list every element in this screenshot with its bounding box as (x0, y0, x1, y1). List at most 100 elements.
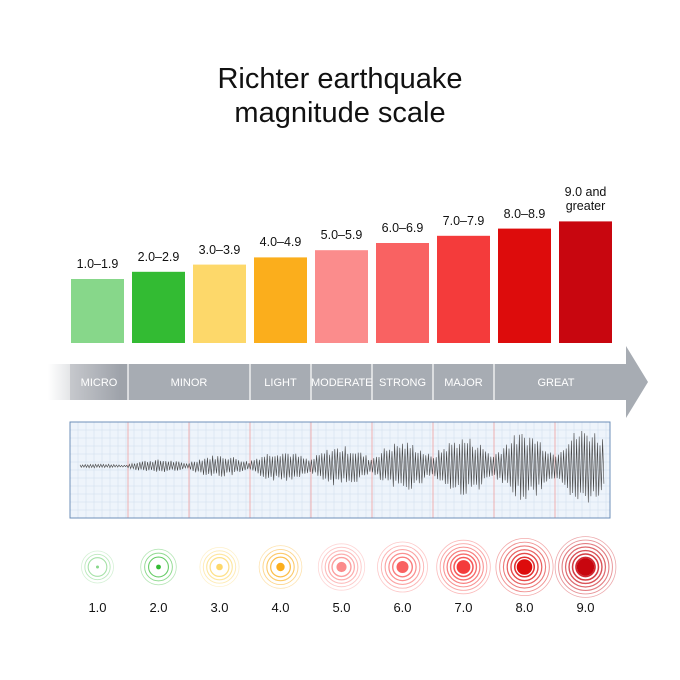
intensity-rings-9 (554, 536, 617, 598)
intensity-ring (571, 553, 600, 581)
magnitude-bar-9 (559, 221, 612, 343)
seismograph-frame (69, 421, 611, 519)
magnitude-label-6: 6.0 (393, 600, 412, 615)
magnitude-label-9: 9.0 (576, 600, 595, 615)
epicenter-dot (576, 558, 595, 576)
category-label-minor: MINOR (170, 377, 208, 389)
intensity-ring (568, 549, 603, 585)
epicenter-dot (336, 561, 347, 573)
epicenter-dot (456, 560, 471, 574)
magnitude-bar-6 (376, 243, 429, 343)
intensity-rings-7 (436, 539, 491, 595)
intensity-rings-5 (317, 543, 366, 591)
intensity-ring (209, 556, 230, 578)
epicenter-dot (516, 559, 533, 575)
intensity-ring (392, 556, 414, 578)
category-label-moderate: MODERATE (311, 377, 373, 389)
intensity-ring (199, 547, 240, 588)
intensity-ring (206, 553, 233, 581)
magnitude-bar-4 (254, 257, 307, 343)
intensity-ring (148, 556, 169, 578)
range-label-3: 3.0–3.9 (198, 242, 241, 257)
intensity-rings-2 (140, 548, 177, 586)
epicenter-dot (96, 565, 99, 569)
intensity-ring (453, 556, 474, 578)
range-label-6: 6.0–6.9 (381, 221, 424, 235)
epicenter-dot (216, 563, 223, 571)
intensity-ring (144, 552, 173, 582)
magnitude-label-8: 8.0 (515, 600, 534, 615)
epicenter-dot (156, 564, 161, 570)
intensity-ring (449, 553, 478, 581)
category-label-light: LIGHT (264, 377, 297, 389)
intensity-rings-1 (81, 550, 114, 584)
magnitude-label-3: 3.0 (210, 600, 229, 615)
range-label-5: 5.0–5.9 (320, 228, 363, 243)
magnitude-bar-8 (498, 228, 551, 343)
intensity-ring (436, 539, 491, 595)
range-label-2: 2.0–2.9 (137, 249, 180, 264)
intensity-ring (331, 556, 352, 578)
intensity-rings-4 (258, 545, 303, 589)
category-label-major: MAJOR (444, 377, 483, 389)
magnitude-bar-2 (132, 271, 185, 343)
scale-arrow (48, 346, 648, 418)
magnitude-label-7: 7.0 (454, 600, 473, 615)
magnitude-bar-7 (437, 235, 490, 343)
intensity-ring (380, 545, 425, 589)
intensity-ring (384, 549, 421, 585)
intensity-ring (575, 556, 596, 578)
intensity-ring (554, 536, 617, 598)
intensity-rings-6 (377, 541, 428, 593)
intensity-ring (495, 538, 554, 597)
intensity-ring (84, 553, 111, 581)
seismic-wave (79, 430, 605, 503)
magnitude-label-2: 2.0 (149, 600, 168, 615)
intensity-ring (327, 553, 356, 581)
range-label-4: 4.0–4.9 (259, 235, 302, 250)
intensity-ring (262, 548, 299, 586)
magnitude-bar-5 (315, 250, 368, 343)
intensity-rings-8 (495, 538, 554, 597)
range-label-8: 8.0–8.9 (503, 206, 546, 221)
intensity-ring (377, 541, 428, 593)
intensity-ring (561, 543, 610, 591)
intensity-ring (321, 546, 362, 588)
magnitude-bar-1 (71, 279, 124, 343)
intensity-ring (510, 552, 539, 582)
intensity-ring (506, 549, 543, 585)
category-label-micro: MICRO (80, 377, 118, 389)
intensity-ring (266, 552, 295, 582)
category-label-great: GREAT (537, 377, 575, 389)
magnitude-label-1: 1.0 (88, 600, 107, 615)
category-label-strong: STRONG (378, 377, 427, 389)
intensity-ring (258, 545, 303, 589)
intensity-ring (499, 541, 550, 593)
intensity-ring (513, 556, 536, 578)
intensity-ring (202, 550, 237, 584)
intensity-ring (87, 557, 108, 577)
epicenter-dot (396, 561, 409, 573)
magnitude-bar-3 (193, 264, 246, 343)
range-label-9: 9.0 and greater (564, 185, 607, 214)
intensity-ring (446, 549, 481, 585)
intensity-ring (140, 548, 177, 586)
intensity-ring (324, 550, 359, 584)
epicenter-dot (276, 562, 285, 572)
intensity-ring (81, 550, 114, 584)
intensity-ring (439, 543, 488, 591)
intensity-ring (502, 545, 547, 589)
range-label-7: 7.0–7.9 (442, 213, 485, 228)
micro-segment (70, 364, 128, 400)
intensity-ring (270, 556, 291, 578)
magnitude-label-5: 5.0 (332, 600, 351, 615)
intensity-ring (388, 552, 417, 582)
intensity-ring (558, 539, 613, 595)
intensity-ring (564, 546, 607, 588)
intensity-ring (317, 543, 366, 591)
intensity-rings-3 (199, 547, 240, 588)
magnitude-label-4: 4.0 (271, 600, 290, 615)
page-title: Richter earthquake magnitude scale (217, 63, 463, 129)
range-label-1: 1.0–1.9 (76, 257, 119, 271)
